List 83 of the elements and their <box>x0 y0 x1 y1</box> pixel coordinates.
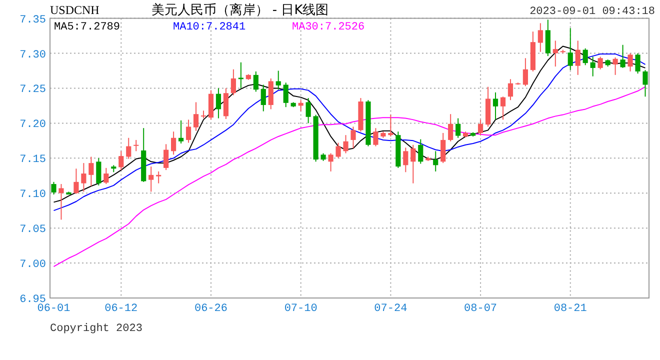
candlestick <box>508 78 514 101</box>
y-tick-label: 7.30 <box>20 49 46 62</box>
x-tick-label: 07-10 <box>284 303 318 315</box>
candlestick <box>178 120 184 144</box>
candlestick <box>200 110 206 119</box>
candlestick <box>440 132 446 164</box>
text: 2023-09-01 09:43:18 <box>530 6 655 18</box>
y-tick-label: 7.00 <box>20 259 46 272</box>
chart-title: 美元人民币（离岸） - 日K线图 <box>151 2 329 18</box>
candlestick <box>582 48 588 66</box>
candlestick <box>328 152 334 172</box>
candlestick <box>118 150 124 171</box>
candlestick <box>306 98 311 124</box>
candlestick <box>134 139 139 152</box>
x-tick-label: 08-21 <box>554 303 588 315</box>
candlestick <box>418 138 424 164</box>
candlestick <box>58 184 64 220</box>
candlestick <box>373 128 378 147</box>
candlestick <box>238 62 244 89</box>
candlestick <box>156 170 162 184</box>
candlestick <box>598 56 603 70</box>
line-series <box>53 86 646 268</box>
y-tick-label: 7.25 <box>20 84 46 96</box>
candlestick <box>164 144 169 171</box>
candlestick <box>81 162 86 192</box>
candlestick <box>336 142 341 159</box>
candlestick <box>223 88 229 120</box>
candlestick <box>96 158 102 186</box>
x-tick-label: 06-01 <box>37 303 71 315</box>
candlestick <box>456 118 461 138</box>
candlestick <box>403 147 408 173</box>
candlestick <box>88 156 94 187</box>
y-tick-label: 7.10 <box>20 189 46 202</box>
candlestick <box>51 181 56 196</box>
candlestick <box>642 70 648 98</box>
candlestick <box>628 52 633 72</box>
candlestick <box>433 150 438 172</box>
candlestick <box>620 44 626 68</box>
candlestick <box>230 68 236 96</box>
chart-subtitle: USDCNH <box>50 3 100 17</box>
candlestick <box>148 166 154 192</box>
y-tick-label: 7.05 <box>20 224 46 236</box>
y-tick-label: 7.20 <box>20 119 46 132</box>
x-tick-label: 06-26 <box>194 303 228 315</box>
candlestick <box>186 119 192 144</box>
candlestick <box>388 114 394 137</box>
x-tick-label: 06-12 <box>104 303 138 315</box>
candlestick <box>276 70 281 90</box>
x-tick-label: 08-07 <box>464 303 498 315</box>
candlestick <box>208 90 214 120</box>
candlestick <box>126 137 132 160</box>
candlestick <box>478 119 484 136</box>
candlestick <box>104 167 109 185</box>
candlestick <box>350 126 356 149</box>
candlestick <box>545 19 550 57</box>
candlestick <box>492 92 498 120</box>
candlestick <box>575 40 580 76</box>
candlestick <box>612 56 618 76</box>
candlestick <box>590 56 596 77</box>
candlestick <box>522 58 528 87</box>
candlestick <box>253 70 258 92</box>
candlestick <box>410 144 416 184</box>
candlestick <box>552 40 558 68</box>
candlestick <box>283 82 288 108</box>
candlestick <box>343 134 348 154</box>
candlestick <box>268 78 274 110</box>
candlestick <box>193 102 199 132</box>
text: MA10:7.2841 <box>173 21 246 34</box>
candlestick <box>500 96 506 120</box>
y-tick-label: 7.35 <box>20 14 46 26</box>
text: Copyright 2023 <box>50 323 142 335</box>
x-tick-label: 07-24 <box>374 303 408 315</box>
text: MA30:7.2526 <box>292 21 365 34</box>
candlestick <box>74 168 79 194</box>
candlestick <box>448 114 454 142</box>
candlestick <box>260 84 266 112</box>
candlestick <box>171 131 176 156</box>
candlestick <box>568 28 573 71</box>
candlestick <box>635 52 640 74</box>
candlestick <box>216 88 222 119</box>
y-tick-label: 7.15 <box>20 154 46 166</box>
candlestick <box>538 22 543 52</box>
text: MA5:7.2789 <box>54 21 120 34</box>
